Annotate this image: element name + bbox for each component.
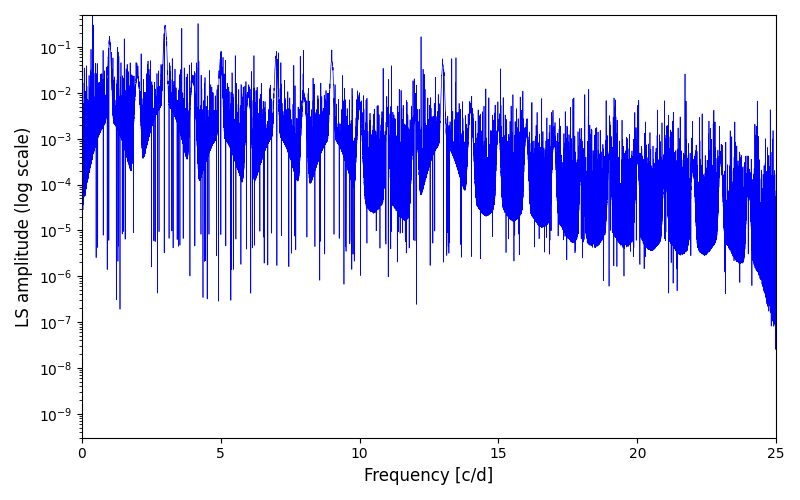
Y-axis label: LS amplitude (log scale): LS amplitude (log scale) [15, 126, 33, 326]
X-axis label: Frequency [c/d]: Frequency [c/d] [364, 467, 494, 485]
